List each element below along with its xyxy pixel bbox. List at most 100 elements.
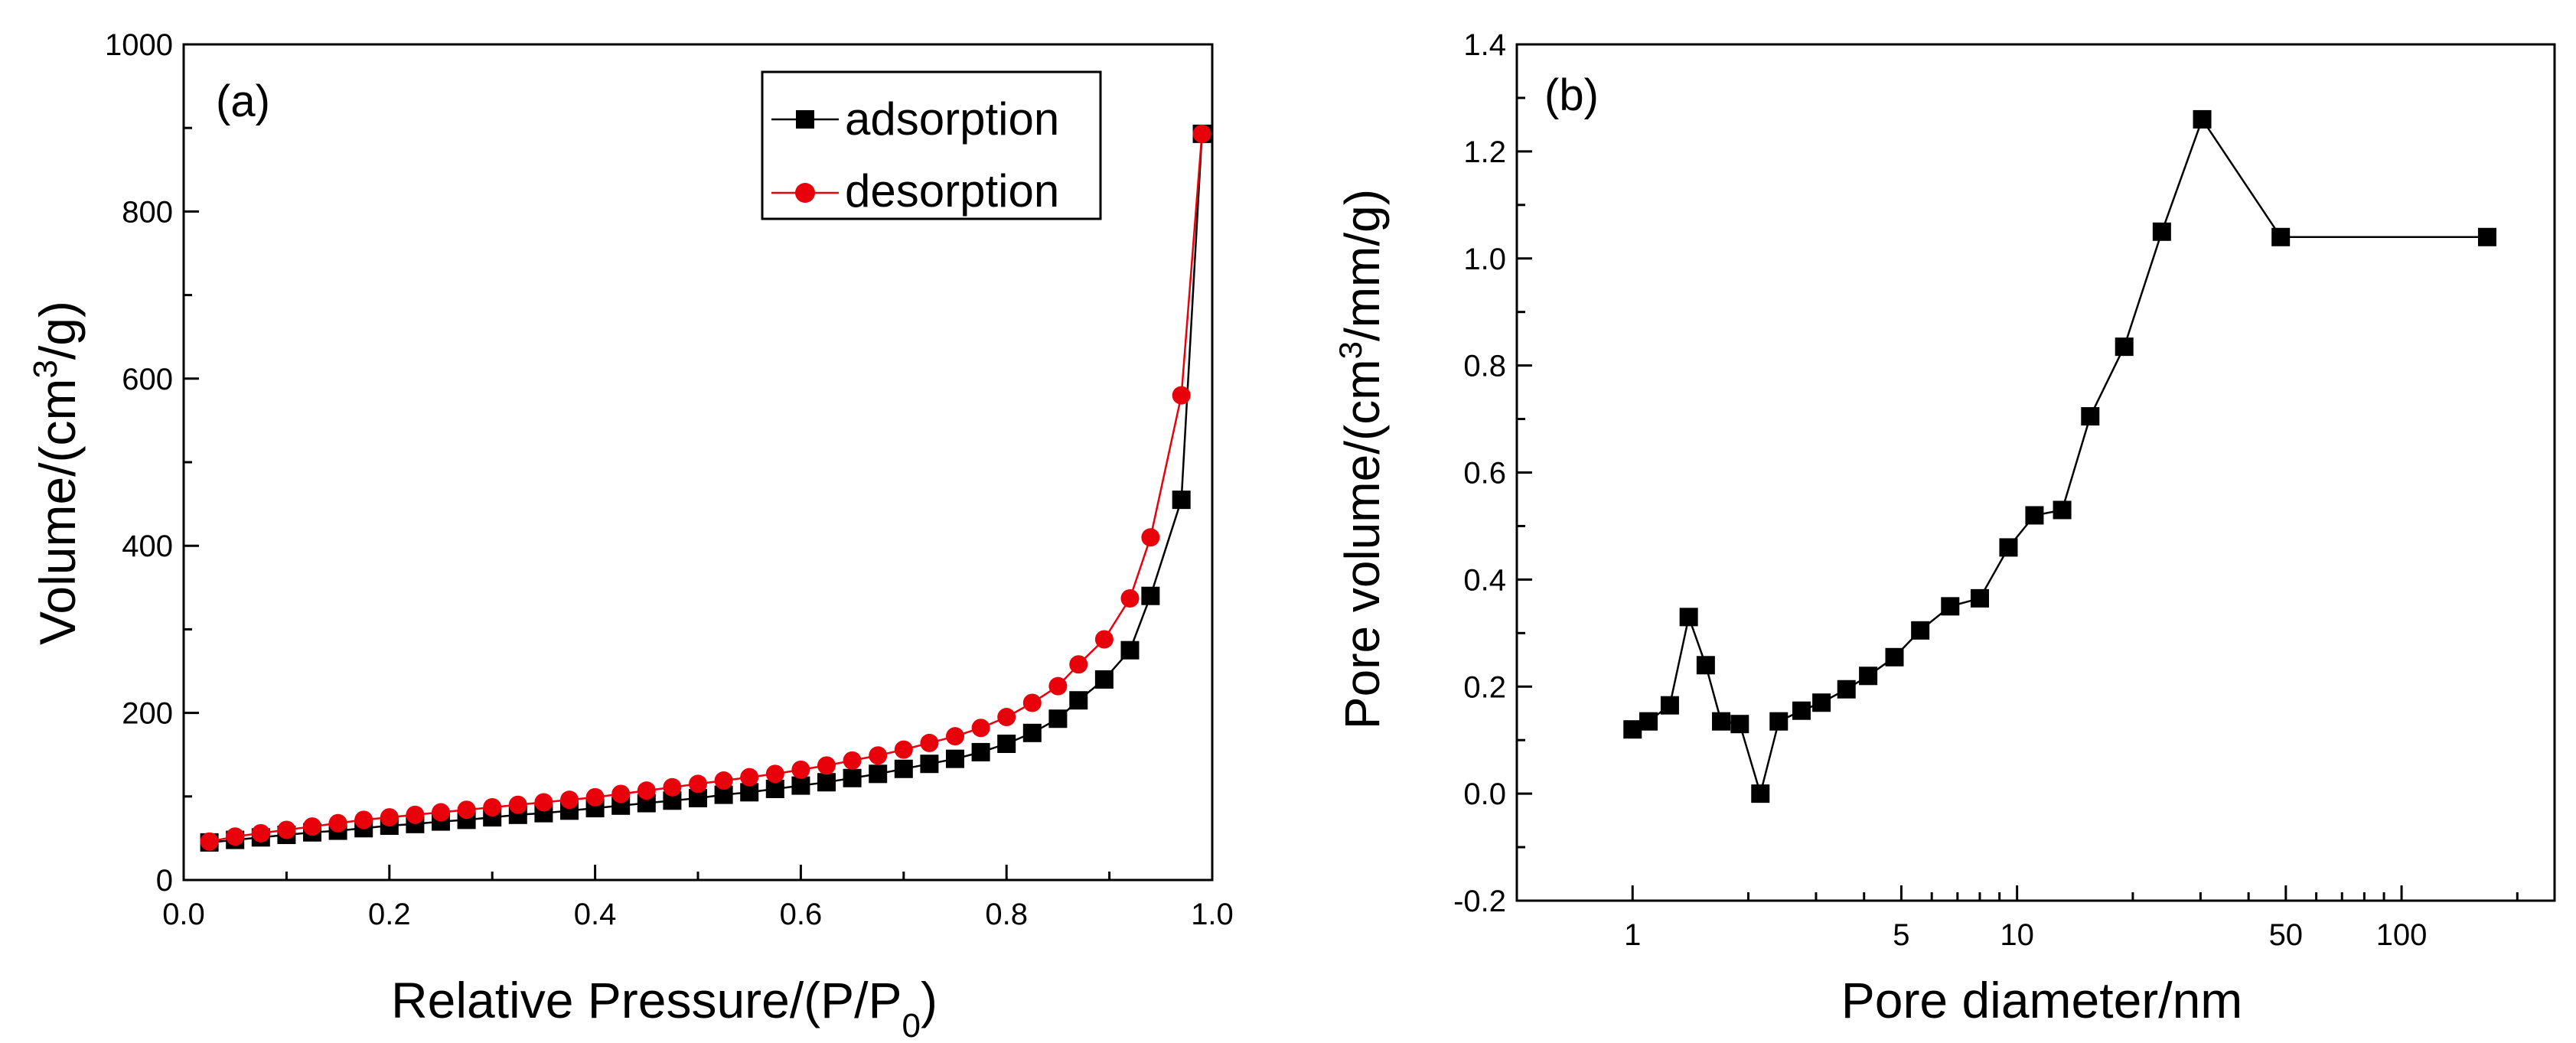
data-point-desorption <box>843 751 862 770</box>
legend: adsorption desorption <box>761 70 1102 220</box>
series-line-desorption <box>209 133 1203 843</box>
chart-panel-b: -0.2 0.0 0.2 0.4 0.6 0.8 1.0 1.2 1.4 1 5 10 50 100 (b… <box>1332 28 2556 1028</box>
data-point-pore-volume <box>1970 588 1989 608</box>
data-point-desorption <box>251 823 270 843</box>
data-point-desorption <box>946 727 964 746</box>
y-tick-label-b: 0.6 <box>1463 457 1506 491</box>
data-point-desorption <box>1048 676 1068 696</box>
legend-adsorption-label: adsorption <box>845 93 1059 145</box>
data-point-pore-volume <box>2477 227 2496 246</box>
data-point-desorption <box>1172 386 1191 405</box>
data-point-desorption <box>303 817 321 836</box>
y-tick-label-a: 800 <box>122 195 173 229</box>
data-point-adsorption <box>1022 723 1042 742</box>
y-tick-label-b: 0.8 <box>1463 350 1506 383</box>
data-point-desorption <box>997 708 1016 727</box>
data-point-desorption <box>611 784 631 803</box>
y-axis-title-a: Volume/(cm3/g) <box>27 301 86 645</box>
y-tick-label-b: 0.0 <box>1463 777 1506 811</box>
data-point-pore-volume <box>1639 712 1658 731</box>
y-tick-label-a: 0 <box>156 864 173 898</box>
data-point-adsorption <box>920 755 939 774</box>
data-point-desorption <box>432 803 450 822</box>
data-point-pore-volume <box>1837 680 1856 699</box>
data-point-pore-volume <box>1696 656 1715 675</box>
x-tick-label-b: 1 <box>1624 918 1641 952</box>
data-point-desorption <box>689 774 707 794</box>
data-point-pore-volume <box>2081 407 2100 426</box>
data-point-adsorption <box>894 759 913 778</box>
data-point-desorption <box>1022 693 1042 712</box>
y-tick-label-b: 1.0 <box>1463 243 1506 276</box>
data-point-pore-volume <box>2025 506 2044 525</box>
y-axis-title-b: Pore volume/(cm3/mm/g) <box>1332 189 1391 729</box>
panel-label-a: (a) <box>216 77 270 126</box>
data-point-adsorption <box>791 776 810 795</box>
data-point-desorption <box>791 760 810 779</box>
data-point-pore-volume <box>1812 693 1831 712</box>
x-tick-label-a: 0.8 <box>985 898 1028 931</box>
data-point-pore-volume <box>2152 222 2171 241</box>
x-tick-label-a: 0.4 <box>574 898 617 931</box>
data-point-desorption <box>869 746 888 765</box>
y-tick-label-a: 1000 <box>105 28 173 62</box>
data-point-desorption <box>560 790 579 810</box>
data-point-desorption <box>920 733 939 752</box>
legend-desorption-label: desorption <box>845 165 1059 217</box>
data-point-adsorption <box>1120 640 1140 660</box>
data-point-desorption <box>508 795 527 814</box>
data-point-adsorption <box>1094 670 1114 689</box>
legend-adsorption-marker <box>796 110 814 129</box>
data-point-desorption <box>1094 630 1114 649</box>
data-point-desorption <box>585 787 605 807</box>
data-point-adsorption <box>946 749 964 768</box>
data-point-desorption <box>277 820 296 839</box>
data-point-pore-volume <box>2193 109 2212 129</box>
data-point-desorption <box>714 771 733 790</box>
x-tick-label-a: 1.0 <box>1191 898 1234 931</box>
data-point-desorption <box>894 740 913 759</box>
data-point-desorption <box>483 797 502 816</box>
series-line-adsorption <box>209 133 1203 844</box>
data-point-pore-volume <box>1859 667 1878 686</box>
data-point-desorption <box>740 768 759 787</box>
data-point-desorption <box>765 764 784 784</box>
data-point-desorption <box>817 756 836 775</box>
data-point-desorption <box>200 832 219 851</box>
data-point-pore-volume <box>1769 712 1789 731</box>
y-tick-label-a: 600 <box>122 363 173 396</box>
data-point-adsorption <box>971 742 990 761</box>
data-point-desorption <box>1192 124 1211 143</box>
data-point-pore-volume <box>1751 784 1770 803</box>
y-tick-label-b: 0.4 <box>1463 563 1506 597</box>
data-point-pore-volume <box>1885 647 1904 667</box>
x-tick-label-a: 0.0 <box>162 898 205 931</box>
y-tick-label-b: 0.2 <box>1463 670 1506 704</box>
x-tick-label-a: 0.6 <box>780 898 823 931</box>
data-point-pore-volume <box>1911 621 1930 640</box>
x-axis-title-a: Relative Pressure/(P/P0) <box>391 972 937 1043</box>
data-point-desorption <box>534 793 553 812</box>
data-point-desorption <box>971 719 990 738</box>
data-point-adsorption <box>765 779 784 798</box>
x-tick-label-b: 5 <box>1893 918 1909 952</box>
data-point-desorption <box>406 805 425 824</box>
data-point-desorption <box>1069 655 1088 674</box>
data-point-adsorption <box>817 773 836 792</box>
x-tick-label-b: 10 <box>2000 918 2034 952</box>
data-point-pore-volume <box>1712 712 1731 731</box>
plot-frame-a <box>182 43 1214 882</box>
plot-frame-b <box>1515 43 2556 902</box>
y-tick-label-b: -0.2 <box>1453 885 1506 918</box>
data-point-adsorption <box>869 764 888 784</box>
data-point-pore-volume <box>2271 227 2291 246</box>
data-point-pore-volume <box>1660 696 1679 715</box>
data-point-desorption <box>226 827 245 846</box>
x-axis-title-b: Pore diameter/nm <box>1841 972 2243 1028</box>
data-point-pore-volume <box>2053 500 2072 520</box>
x-tick-label-b: 100 <box>2376 918 2428 952</box>
data-point-desorption <box>354 810 373 830</box>
series-line-pore-volume <box>1632 117 2487 797</box>
